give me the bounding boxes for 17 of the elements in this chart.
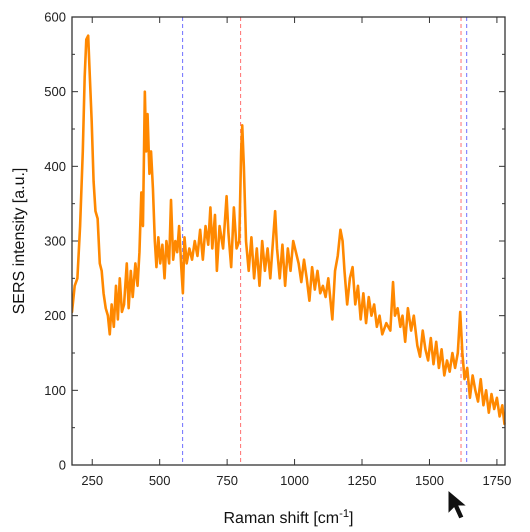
x-tick-label: 750 <box>216 473 238 488</box>
y-tick-label: 100 <box>44 382 66 398</box>
y-tick-label: 500 <box>44 84 66 100</box>
x-tick-label: 1500 <box>415 473 444 488</box>
y-axis-title: SERS intensity [a.u.] <box>11 168 28 314</box>
y-tick-label: 300 <box>44 234 66 249</box>
x-tick-label: 500 <box>148 473 171 488</box>
x-tick-label: 1250 <box>348 473 376 488</box>
y-tick-label: 600 <box>44 10 66 25</box>
y-tick-label: 200 <box>44 308 66 324</box>
x-tick-label: 1000 <box>280 473 310 488</box>
y-tick-label: 400 <box>44 158 66 174</box>
line-series <box>72 34 506 426</box>
x-axis-title: Raman shift [cm$^{-1}$] <box>224 508 354 527</box>
x-tick-label: 250 <box>81 473 104 488</box>
x-tick-label: 1750 <box>482 473 512 488</box>
y-tick-label: 0 <box>58 458 66 473</box>
